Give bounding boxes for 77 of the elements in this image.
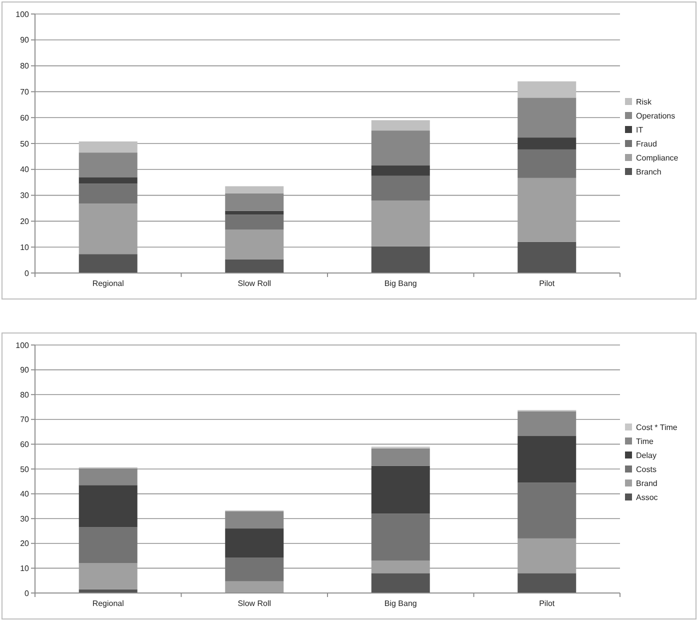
y-tick-label: 60 (20, 440, 30, 449)
legend-label: IT (636, 125, 644, 134)
y-tick-label: 100 (16, 340, 30, 350)
y-tick-label: 90 (20, 36, 30, 45)
bar (78, 204, 138, 254)
y-tick-label: 100 (16, 10, 30, 19)
bar (518, 573, 576, 593)
y-tick-label: 30 (20, 191, 30, 200)
legend-label: Delay (636, 450, 656, 460)
y-tick-label: 40 (20, 490, 30, 499)
legend-label: Cost * Time (636, 422, 678, 432)
y-tick-label: 10 (20, 242, 30, 252)
bar (371, 466, 430, 514)
bar (78, 254, 138, 273)
bar (518, 538, 576, 574)
bar (371, 176, 430, 200)
y-tick-label: 20 (20, 539, 30, 548)
legend-label: Costs (636, 464, 656, 474)
y-tick-label: 40 (20, 165, 30, 174)
y-tick-label: 80 (20, 62, 30, 71)
legend-label: Brand (636, 478, 658, 488)
bar (78, 527, 138, 564)
bar (225, 259, 284, 273)
x-tick-label: Regional (92, 279, 124, 288)
legend-label: Branch (636, 167, 662, 176)
bar (225, 581, 284, 593)
x-tick-label: Pilot (539, 599, 556, 608)
bar (78, 563, 138, 590)
x-tick-label: Slow Roll (238, 279, 272, 288)
bar (518, 149, 576, 178)
x-tick-label: Big Bang (384, 599, 417, 608)
bar (371, 200, 430, 246)
bar (371, 448, 430, 466)
legend-label: Operations (636, 111, 676, 120)
bar (371, 246, 430, 273)
bar (518, 436, 576, 483)
y-tick-label: 30 (20, 514, 30, 524)
bar (371, 166, 430, 176)
bar (518, 178, 576, 242)
x-tick-label: Pilot (539, 279, 556, 288)
bar (78, 184, 138, 204)
bar (518, 482, 576, 538)
y-tick-label: 90 (20, 366, 30, 375)
y-tick-label: 20 (20, 217, 30, 226)
bar (78, 485, 138, 528)
y-tick-label: 70 (20, 415, 30, 424)
legend-label: Compliance (636, 153, 679, 162)
x-tick-label: Slow Roll (238, 599, 272, 608)
bar (225, 186, 284, 194)
y-tick-label: 70 (20, 88, 30, 96)
bar (518, 81, 576, 98)
x-tick-label: Regional (92, 599, 124, 608)
legend-label: Time (636, 436, 654, 446)
bar (371, 560, 430, 574)
bar (518, 138, 576, 150)
legend-label: Fraud (636, 139, 657, 148)
bar (225, 558, 284, 582)
legend-label: Risk (636, 97, 653, 106)
bar (78, 177, 138, 184)
y-tick-label: 0 (24, 268, 30, 278)
y-tick-label: 50 (20, 464, 30, 474)
y-tick-label: 80 (20, 390, 30, 400)
bar (225, 229, 284, 260)
y-tick-label: 50 (20, 139, 30, 148)
x-tick-label: Big Bang (384, 279, 417, 288)
y-tick-label: 0 (24, 588, 30, 598)
bar (518, 242, 576, 273)
bar (371, 120, 430, 131)
bar (225, 528, 284, 558)
legend-label: Assoc (636, 492, 658, 502)
bar (78, 141, 138, 153)
bar (371, 573, 430, 593)
bar (371, 514, 430, 561)
y-tick-label: 10 (20, 564, 30, 573)
bar (225, 210, 284, 215)
y-tick-label: 60 (20, 113, 30, 122)
bar (225, 214, 284, 230)
